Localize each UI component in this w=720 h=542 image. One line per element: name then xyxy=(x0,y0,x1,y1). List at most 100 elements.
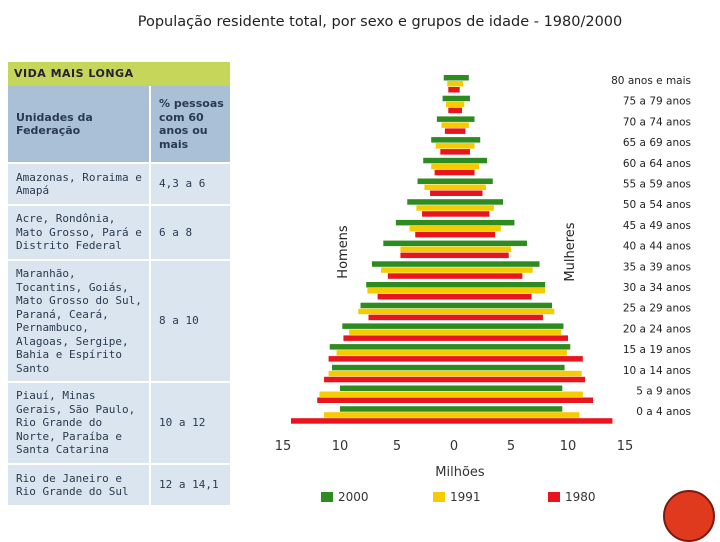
bar-female-1980 xyxy=(454,149,470,155)
bar-female-1991 xyxy=(454,184,486,190)
bar-female-1980 xyxy=(454,252,509,259)
bar-female-1991 xyxy=(454,163,480,170)
bar-female-1980 xyxy=(454,169,475,176)
bar-female-1980 xyxy=(454,397,594,403)
bar-male-2000 xyxy=(417,178,454,184)
bar-female-1980 xyxy=(454,128,466,134)
bar-male-2000 xyxy=(366,282,454,288)
bar-male-1980 xyxy=(448,107,454,114)
bar-female-1991 xyxy=(454,122,469,128)
page-title: População residente total, por sexo e gr… xyxy=(137,14,623,30)
age-group-label: 30 a 34 anos xyxy=(623,282,691,294)
bar-female-1991 xyxy=(454,205,494,211)
bar-male-1980 xyxy=(444,128,454,134)
bar-male-1991 xyxy=(349,329,454,335)
bar-female-1991 xyxy=(454,101,465,108)
bar-female-2000 xyxy=(454,364,565,371)
bar-male-1991 xyxy=(416,205,454,211)
bar-male-1991 xyxy=(447,81,454,87)
table-header-row: Unidades da Federação % pessoas com 60 a… xyxy=(8,86,230,164)
bar-male-2000 xyxy=(431,137,454,143)
bar-male-1980 xyxy=(434,169,454,176)
bar-female-2000 xyxy=(454,219,515,226)
value-cell: 4,3 a 6 xyxy=(150,163,230,206)
bar-male-1991 xyxy=(400,246,454,253)
bar-male-1980 xyxy=(368,314,454,321)
side-label-homens: Homens xyxy=(336,225,351,279)
bar-male-1991 xyxy=(441,122,454,128)
bar-male-1980 xyxy=(440,149,454,155)
age-group-label: 80 anos e mais xyxy=(611,75,691,87)
bar-male-2000 xyxy=(383,240,454,247)
bar-male-1991 xyxy=(328,370,454,377)
bar-female-2000 xyxy=(454,75,469,81)
age-group-label: 0 a 4 anos xyxy=(636,406,691,418)
bar-female-2000 xyxy=(454,302,553,309)
x-tick-label: 0 xyxy=(450,439,458,454)
bar-male-1991 xyxy=(381,267,454,273)
panel-header: VIDA MAIS LONGA xyxy=(8,62,230,86)
legend-swatch-1991 xyxy=(433,492,445,502)
age-group-label: 15 a 19 anos xyxy=(623,344,691,356)
table-row: Maranhão, Tocantins, Goiás, Mato Grosso … xyxy=(8,260,230,383)
bar-male-1991 xyxy=(431,163,454,170)
legend-swatch-2000 xyxy=(321,492,333,502)
bar-female-1980 xyxy=(454,418,613,424)
bar-male-2000 xyxy=(423,157,454,164)
bar-female-2000 xyxy=(454,406,563,412)
value-cell: 6 a 8 xyxy=(150,205,230,261)
age-group-label: 75 a 79 anos xyxy=(623,96,691,108)
bar-male-1991 xyxy=(409,225,454,232)
bar-female-1980 xyxy=(454,87,460,93)
value-cell: 10 a 12 xyxy=(150,382,230,465)
bar-male-2000 xyxy=(371,261,454,267)
bar-male-1991 xyxy=(358,308,454,315)
x-tick-label: 15 xyxy=(617,439,634,454)
bar-male-2000 xyxy=(407,199,454,205)
bar-male-1980 xyxy=(415,231,454,238)
bar-female-2000 xyxy=(454,385,563,391)
bar-male-1980 xyxy=(422,211,454,217)
bar-male-1980 xyxy=(448,87,454,93)
legend-label: 2000 xyxy=(338,490,369,504)
bar-female-1991 xyxy=(454,308,555,315)
bar-male-2000 xyxy=(443,75,454,81)
bar-female-1991 xyxy=(454,143,475,149)
bar-male-1991 xyxy=(367,288,454,294)
bar-female-1991 xyxy=(454,225,501,232)
bar-male-2000 xyxy=(340,406,454,412)
legend-label: 1991 xyxy=(450,490,481,504)
bar-female-1991 xyxy=(454,412,580,418)
bar-female-1980 xyxy=(454,107,462,114)
bar-female-1980 xyxy=(454,314,543,321)
age-group-label: 40 a 44 anos xyxy=(623,241,691,253)
age-group-label: 25 a 29 anos xyxy=(623,303,691,315)
bar-male-1980 xyxy=(400,252,454,259)
bar-male-2000 xyxy=(340,385,454,391)
bar-female-2000 xyxy=(454,178,493,184)
bar-female-1980 xyxy=(454,356,583,362)
table-row: Acre, Rondônia, Mato Grosso, Pará e Dist… xyxy=(8,205,230,261)
region-cell: Rio de Janeiro e Rio Grande do Sul xyxy=(8,464,151,507)
x-axis-label: Milhões xyxy=(435,465,485,480)
age-group-label: 5 a 9 anos xyxy=(636,386,691,398)
age-group-label: 65 a 69 anos xyxy=(623,137,691,149)
bar-female-2000 xyxy=(454,199,504,205)
red-circle-shape xyxy=(663,490,715,542)
bar-male-1980 xyxy=(377,294,454,300)
x-tick-label: 15 xyxy=(275,439,292,454)
bar-female-1980 xyxy=(454,190,483,196)
region-cell: Amazonas, Roraima e Amapá xyxy=(8,163,151,206)
bar-male-1991 xyxy=(336,350,454,356)
table-row: Amazonas, Roraima e Amapá 4,3 a 6 xyxy=(8,163,230,206)
bar-female-2000 xyxy=(454,261,540,267)
bar-female-1991 xyxy=(454,246,511,253)
bar-male-1980 xyxy=(387,273,454,279)
bar-male-1980 xyxy=(328,356,454,362)
bar-male-1991 xyxy=(435,143,454,149)
bar-male-2000 xyxy=(436,116,454,122)
bar-female-1980 xyxy=(454,211,490,217)
bar-male-2000 xyxy=(342,323,454,329)
bar-male-2000 xyxy=(442,95,454,102)
